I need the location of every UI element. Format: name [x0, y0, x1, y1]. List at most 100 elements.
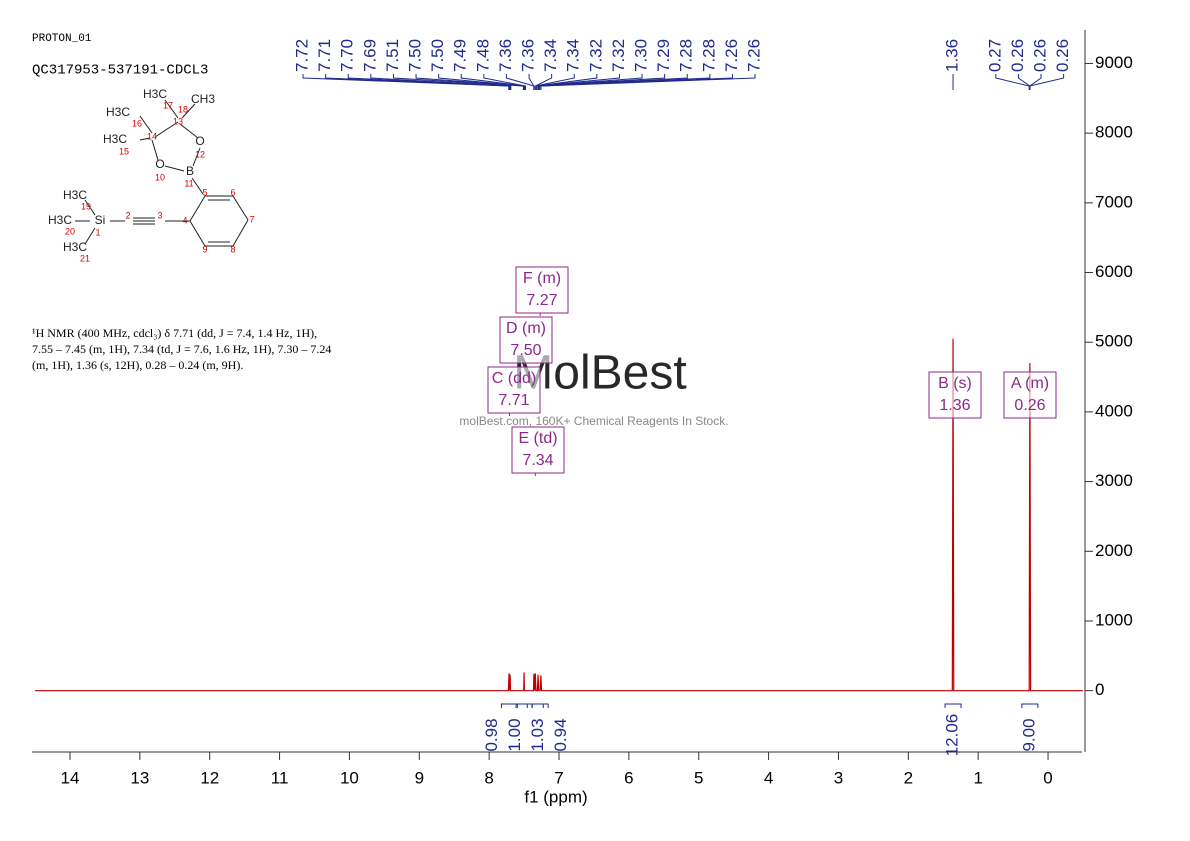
peak-label: 7.28	[699, 39, 718, 72]
multiplet-name: A (m)	[1011, 375, 1049, 392]
integral-label: 0.94	[551, 718, 570, 751]
multiplet-name: B (s)	[938, 375, 972, 392]
peak-label: 7.71	[315, 39, 334, 72]
peak-connector	[540, 74, 756, 90]
atom-number: 12	[195, 149, 205, 159]
peak-connector	[302, 74, 510, 90]
peak-label: 0.26	[1053, 39, 1072, 72]
atom-number: 7	[249, 214, 254, 224]
atom-number: 9	[202, 244, 207, 254]
atom-number: 10	[155, 172, 165, 182]
atom-label: H3C	[103, 132, 127, 146]
x-tick-label: 7	[554, 768, 563, 787]
x-tick-label: 13	[130, 768, 149, 787]
atom-number: 3	[157, 210, 162, 220]
y-tick-label: 4000	[1095, 401, 1133, 420]
peak-label: 7.26	[745, 39, 764, 72]
peak-connector	[534, 74, 575, 90]
experiment: PROTON_01	[32, 33, 92, 45]
atom-number: 4	[182, 215, 187, 225]
atom-label: H3C	[48, 213, 72, 227]
x-axis-label: f1 (ppm)	[524, 787, 587, 806]
atom-label: O	[155, 157, 164, 171]
integral-label: 9.00	[1019, 718, 1038, 751]
multiplet-shift: 7.50	[510, 342, 541, 359]
structure-bonds	[75, 99, 249, 247]
peak-label: 7.29	[654, 39, 673, 72]
atom-label: Si	[95, 213, 106, 227]
nmr-description: 7.55 – 7.45 (m, 1H), 7.34 (td, J = 7.6, …	[32, 342, 331, 356]
peak-connector	[1029, 74, 1065, 90]
integral-bracket	[1021, 703, 1039, 708]
x-tick-label: 8	[484, 768, 493, 787]
x-tick-label: 2	[904, 768, 913, 787]
integral-bracket	[500, 703, 518, 708]
x-tick-label: 6	[624, 768, 633, 787]
integral-bracket	[515, 703, 533, 708]
atom-number: 2	[125, 210, 130, 220]
integral-label: 1.03	[528, 718, 547, 751]
atom-number: 1	[95, 227, 100, 237]
peak-label: 7.69	[360, 39, 379, 72]
multiplet-name: F (m)	[523, 270, 561, 287]
integral-bracket	[944, 703, 962, 708]
x-tick-label: 5	[694, 768, 703, 787]
y-tick-label: 1000	[1095, 610, 1133, 629]
multiplet-shift: 7.27	[526, 292, 557, 309]
peak-label: 7.30	[632, 39, 651, 72]
atom-label: B	[186, 164, 194, 178]
watermark-text: molBest.com, 160K+ Chemical Reagents In …	[459, 414, 728, 428]
multiplet-name: E (td)	[518, 430, 557, 447]
multiplet-box	[511, 426, 565, 474]
peak-connector	[536, 74, 620, 90]
atom-number: 15	[119, 146, 129, 156]
x-tick-label: 0	[1043, 768, 1052, 787]
peak-label: 7.26	[722, 39, 741, 72]
nmr-description: (m, 1H), 1.36 (s, 12H), 0.28 – 0.24 (m, …	[32, 358, 243, 372]
atom-number: 16	[132, 118, 142, 128]
integral-bracket	[526, 703, 544, 708]
multiplet-shift: 7.34	[522, 452, 553, 469]
x-tick-label: 11	[271, 768, 289, 787]
peak-connector	[1017, 74, 1031, 90]
peak-label: 7.50	[406, 39, 425, 72]
atom-number: 17	[163, 100, 173, 110]
multiplet-box	[928, 371, 982, 419]
y-tick-label: 9000	[1095, 53, 1133, 72]
peak-label: 7.50	[428, 39, 447, 72]
peak-label: 0.27	[985, 39, 1004, 72]
peak-label: 0.26	[1008, 39, 1027, 72]
x-tick-label: 14	[61, 768, 80, 787]
x-tick-label: 3	[834, 768, 843, 787]
atom-label: H3C	[63, 240, 87, 254]
atom-label: H3C	[106, 105, 130, 119]
peak-label: 7.34	[564, 39, 583, 72]
atom-number: 18	[178, 104, 188, 114]
x-tick-label: 4	[764, 768, 773, 787]
atom-label: H3C	[63, 188, 87, 202]
y-tick-label: 7000	[1095, 192, 1133, 211]
peak-label: 7.32	[609, 39, 628, 72]
atom-number: 19	[81, 201, 91, 211]
y-tick-label: 5000	[1095, 332, 1133, 351]
peak-connector	[538, 74, 666, 90]
x-tick-label: 10	[340, 768, 359, 787]
spectrum	[35, 338, 1083, 692]
x-tick-label: 12	[200, 768, 219, 787]
x-tick-label: 1	[973, 768, 982, 787]
multiplet-box	[515, 266, 569, 314]
peak-connector	[325, 74, 510, 90]
peak-label: 7.72	[293, 39, 312, 72]
multiplet-box	[487, 366, 541, 414]
nmr-description: ¹H NMR (400 MHz, cdcl₃) δ 7.71 (dd, J = …	[32, 326, 317, 340]
multiplet-name: C (dd)	[492, 370, 536, 387]
atom-number: 5	[202, 187, 207, 197]
multiplet-shift: 0.26	[1014, 397, 1045, 414]
multiplet-shift: 7.71	[498, 392, 529, 409]
peak-connector	[1029, 74, 1042, 90]
peak-label: 7.28	[677, 39, 696, 72]
atom-number: 13	[173, 116, 183, 126]
integral-label: 0.98	[482, 718, 501, 751]
peak-connector	[538, 74, 711, 90]
